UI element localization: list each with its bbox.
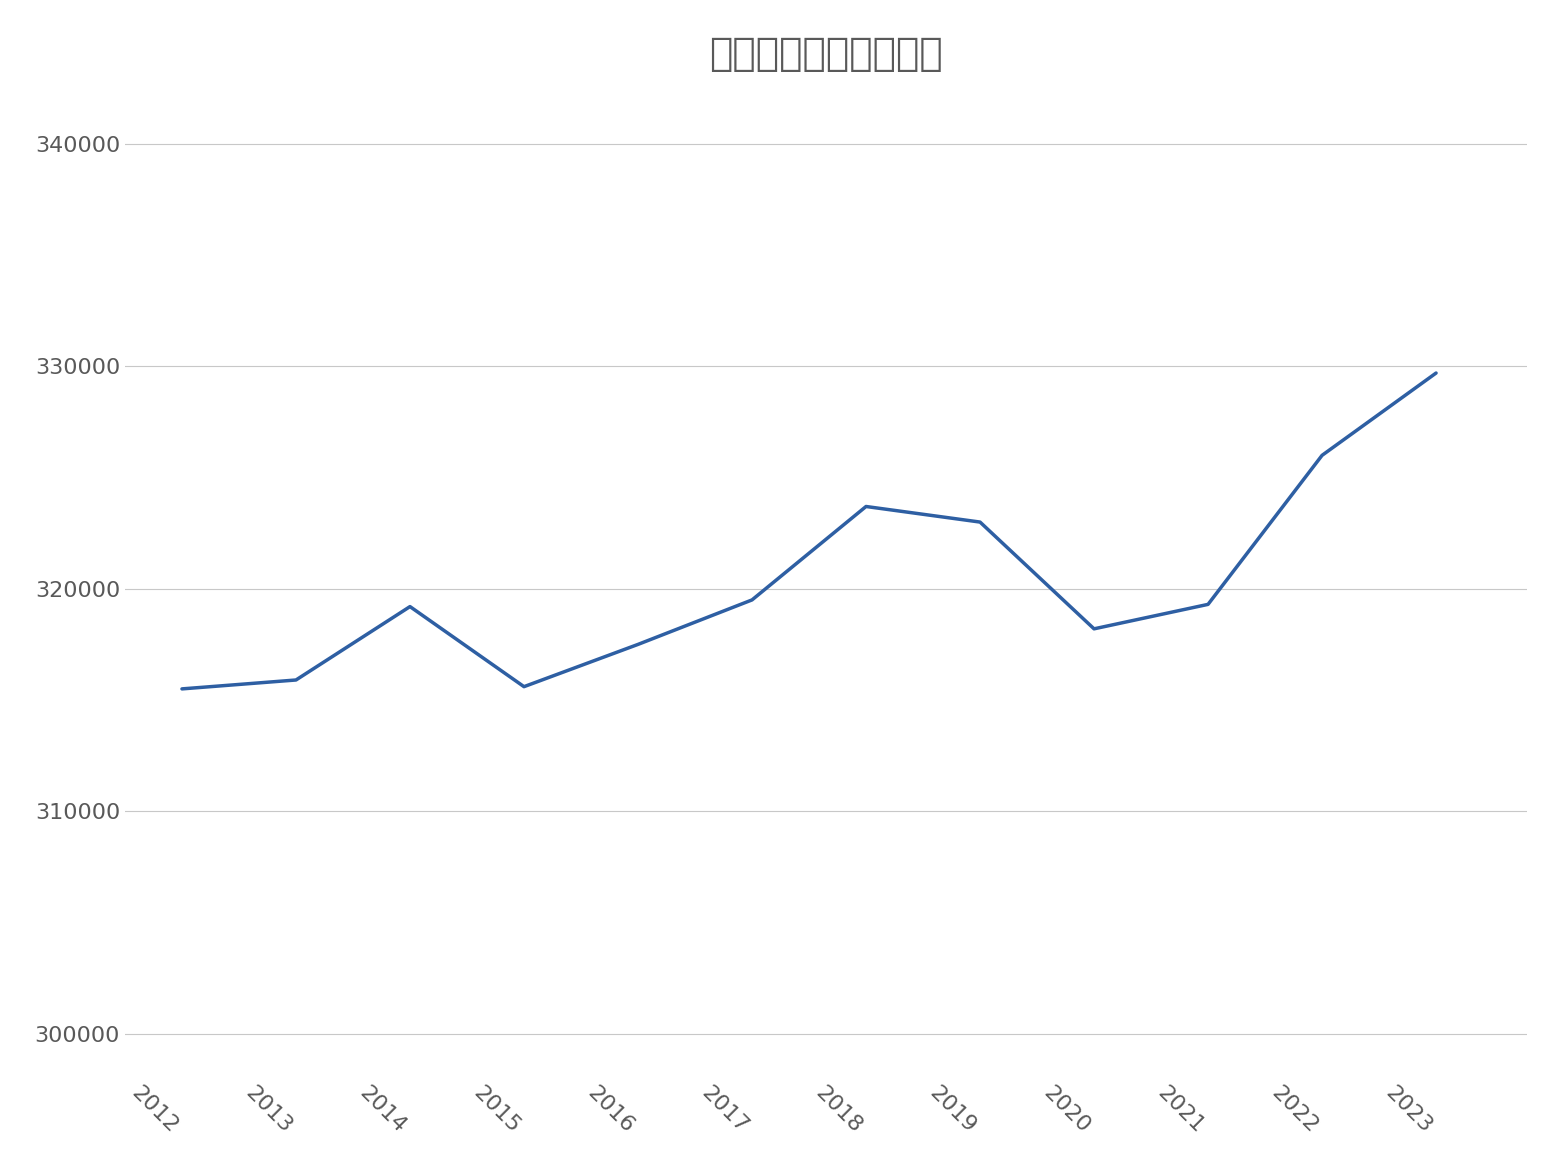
Title: 現金給与総額（全国）: 現金給与総額（全国） [709, 35, 943, 73]
